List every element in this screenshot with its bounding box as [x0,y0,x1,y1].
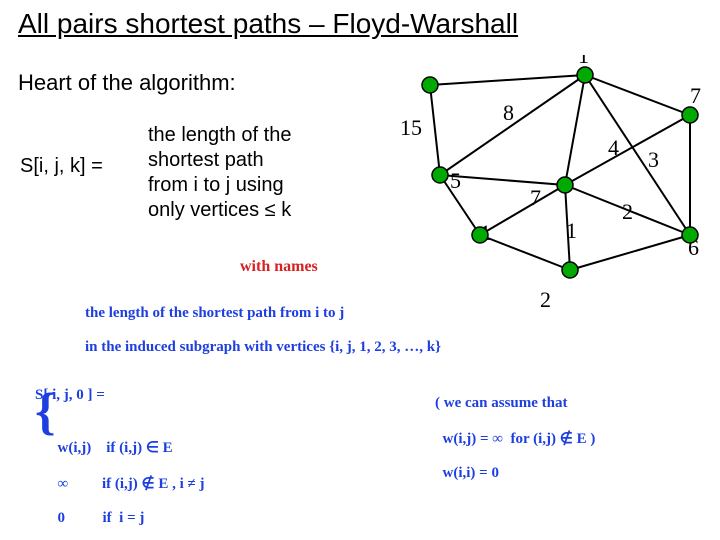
def-line-2: shortest path [148,149,264,171]
graph-edge [585,75,690,235]
graph-node [557,177,573,193]
graph: 15178435271162 [390,55,710,320]
graph-label: 2 [540,287,551,312]
def-line-3: from i to j using [148,174,284,196]
assume-l2: w(i,j) = ∞ for (i,j) ∉ E ) [435,431,595,447]
edge-weight: 3 [648,147,659,172]
subhead: Heart of the algorithm: [18,70,236,96]
blue-note-l2: in the induced subgraph with vertices {i… [85,339,441,355]
graph-svg: 15178435271162 [390,55,710,315]
assume-l1: ( we can assume that [435,395,568,411]
edge-weight: 7 [530,185,541,210]
page-title: All pairs shortest paths – Floyd-Warshal… [18,8,518,40]
edge-weight: 1 [578,55,589,68]
annotation-blue-note: the length of the shortest path from i t… [70,288,441,373]
graph-edge [565,75,585,185]
graph-edge [585,75,690,115]
edge-weight: 5 [450,168,461,193]
graph-node [562,262,578,278]
annotation-with-names: with names [240,258,318,276]
graph-edge [565,115,690,185]
blue-note-l1: the length of the shortest path from i t… [85,305,344,321]
annotation-assume: ( we can assume that w(i,j) = ∞ for (i,j… [420,378,595,499]
edge-weight: 7 [690,83,701,108]
graph-node [682,227,698,243]
edge-weight: 15 [400,115,422,140]
graph-edge [570,235,690,270]
graph-node [577,67,593,83]
graph-node [472,227,488,243]
def-line-1: the length of the [148,124,291,146]
sdef-c3: 0 if i = j [58,510,145,526]
graph-node [682,107,698,123]
graph-edge [480,185,565,235]
annotation-sdef: S[ i, j, 0 ] = { w(i,j) if (i,j) ∈ E ∞ i… [20,370,205,540]
definition-rhs: the length of the shortest path from i t… [148,123,291,223]
graph-node [422,77,438,93]
sdef-c2: ∞ if (i,j) ∉ E , i ≠ j [58,476,205,492]
graph-edge [430,75,585,85]
sdef-c1: w(i,j) if (i,j) ∈ E [58,440,173,456]
def-line-4: only vertices ≤ k [148,199,291,221]
graph-edge [480,235,570,270]
graph-edge [440,75,585,175]
edge-weight: 1 [566,218,577,243]
assume-l3: w(i,i) = 0 [435,465,499,481]
definition-lhs: S[i, j, k] = [20,155,103,178]
graph-node [432,167,448,183]
edge-weight: 8 [503,100,514,125]
graph-edge [430,85,440,175]
edge-weight: 2 [622,199,633,224]
